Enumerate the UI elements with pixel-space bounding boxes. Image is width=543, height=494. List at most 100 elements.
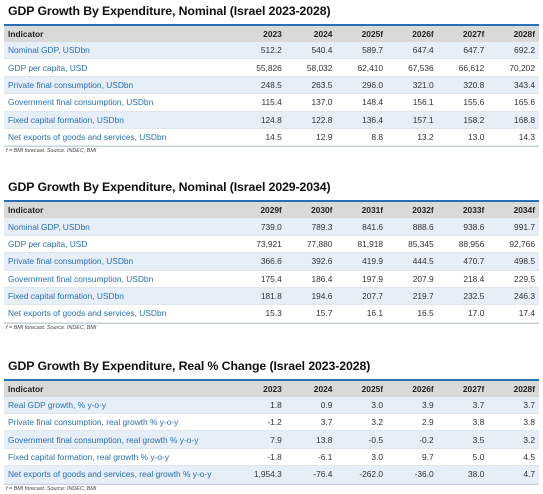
cell: 392.6 (285, 252, 337, 271)
table-row: GDP per capita, USD 55,826 58,032 62,410… (4, 58, 539, 77)
row-label: Fixed capital formation, USDbn (4, 287, 236, 306)
cell: 4.5 (488, 448, 539, 467)
table-row: Government final consumption, USDbn 115.… (4, 93, 539, 112)
cell: 85,345 (387, 235, 438, 254)
header-cell: Indicator (4, 26, 236, 42)
cell: 888.6 (387, 218, 438, 236)
row-label: Government final consumption, USDbn (4, 270, 236, 288)
cell: 73,921 (235, 235, 286, 254)
cell: 207.7 (336, 287, 388, 306)
row-label: Real GDP growth, % y-o-y (4, 396, 236, 415)
cell: 647.7 (437, 42, 489, 60)
cell: 77,880 (285, 235, 337, 254)
cell: 175.4 (235, 270, 286, 288)
cell: 343.4 (488, 76, 539, 95)
cell: 218.4 (437, 270, 489, 288)
header-cell: 2027f (437, 380, 489, 397)
cell: 841.6 (336, 218, 388, 236)
data-table: Indicator 2023 2024 2025f 2026f 2027f 20… (4, 26, 539, 147)
header-cell: Indicator (4, 202, 236, 219)
cell: -1.2 (235, 413, 286, 432)
cell: 246.3 (488, 287, 539, 306)
row-label: Private final consumption, USDbn (4, 76, 236, 95)
table-title: GDP Growth By Expenditure, Nominal (Isra… (4, 179, 539, 203)
cell: 14.5 (235, 128, 286, 147)
cell: 3.2 (488, 430, 539, 449)
row-label: Net exports of goods and services, USDbn (4, 304, 236, 323)
header-cell: 2032f (387, 202, 438, 219)
row-label: Nominal GDP, USDbn (4, 218, 236, 236)
row-label: Fixed capital formation, real growth % y… (4, 448, 236, 467)
cell: 17.4 (488, 304, 539, 323)
header-cell: 2023 (235, 380, 286, 397)
row-label: Fixed capital formation, USDbn (4, 111, 236, 129)
cell: 3.7 (488, 396, 539, 415)
cell: 321.0 (387, 76, 438, 95)
cell: 3.0 (336, 448, 388, 467)
table-row: Government final consumption, USDbn 175.… (4, 270, 539, 288)
cell: 62,410 (336, 58, 388, 77)
cell: 14.3 (488, 128, 539, 147)
cell: 3.8 (437, 413, 489, 432)
cell: 320.8 (437, 76, 489, 95)
cell: 58,032 (285, 58, 337, 77)
header-cell: 2031f (336, 202, 388, 219)
cell: 692.2 (488, 42, 539, 60)
cell: 115.4 (235, 93, 286, 112)
row-label: Government final consumption, real growt… (4, 430, 236, 449)
cell: 232.5 (437, 287, 489, 306)
cell: 12.9 (285, 128, 337, 147)
cell: 15.7 (285, 304, 337, 323)
cell: 67,536 (387, 58, 438, 77)
cell: 156.1 (387, 93, 438, 112)
header-cell: 2025f (336, 380, 388, 397)
cell: 444.5 (387, 252, 438, 271)
table-row: Net exports of goods and services, real … (4, 465, 539, 484)
cell: 155.6 (437, 93, 489, 112)
table-row: Government final consumption, real growt… (4, 430, 539, 449)
table-row: Nominal GDP, USDbn 512.2 540.4 589.7 647… (4, 42, 539, 60)
cell: 419.9 (336, 252, 388, 271)
data-table: Indicator 2023 2024 2025f 2026f 2027f 20… (4, 380, 539, 484)
cell: -76.4 (285, 465, 337, 484)
table-row: Fixed capital formation, USDbn 124.8 122… (4, 111, 539, 129)
cell: 81,918 (336, 235, 388, 254)
cell: 55,826 (235, 58, 286, 77)
cell: -0.2 (387, 430, 438, 449)
cell: 2.9 (387, 413, 438, 432)
header-cell: 2024 (285, 380, 337, 397)
cell: 16.1 (336, 304, 388, 323)
cell: 181.8 (235, 287, 286, 306)
table-footnote: f = BMI forecast. Source: INDEC, BMI (4, 322, 539, 333)
row-label: Net exports of goods and services, USDbn (4, 128, 236, 147)
header-cell: 2026f (387, 26, 438, 42)
header-cell: 2026f (387, 380, 438, 397)
cell: 296.0 (336, 76, 388, 95)
cell: 739.0 (235, 218, 286, 236)
cell: 136.4 (336, 111, 388, 129)
cell: 197.9 (336, 270, 388, 288)
header-cell: 2034f (488, 202, 539, 219)
table-header-row: Indicator 2029f 2030f 2031f 2032f 2033f … (4, 202, 539, 219)
cell: 16.5 (387, 304, 438, 323)
cell: 248.5 (235, 76, 286, 95)
cell: 66,612 (437, 58, 489, 77)
table-title: GDP Growth By Expenditure, Real % Change… (4, 358, 539, 381)
table-row: Nominal GDP, USDbn 739.0 789.3 841.6 888… (4, 218, 539, 236)
cell: 17.0 (437, 304, 489, 323)
cell: 92,766 (488, 235, 539, 254)
cell: 3.9 (387, 396, 438, 415)
cell: 165.6 (488, 93, 539, 112)
cell: 789.3 (285, 218, 337, 236)
table-row: Net exports of goods and services, USDbn… (4, 128, 539, 147)
cell: 13.8 (285, 430, 337, 449)
cell: 3.5 (437, 430, 489, 449)
cell: 194.6 (285, 287, 337, 306)
table-block-real-change-2023-2028: GDP Growth By Expenditure, Real % Change… (4, 358, 539, 494)
header-cell: 2028f (488, 380, 539, 397)
table-header-row: Indicator 2023 2024 2025f 2026f 2027f 20… (4, 380, 539, 397)
row-label: Private final consumption, USDbn (4, 252, 236, 271)
cell: 157.1 (387, 111, 438, 129)
data-table: Indicator 2029f 2030f 2031f 2032f 2033f … (4, 202, 539, 323)
